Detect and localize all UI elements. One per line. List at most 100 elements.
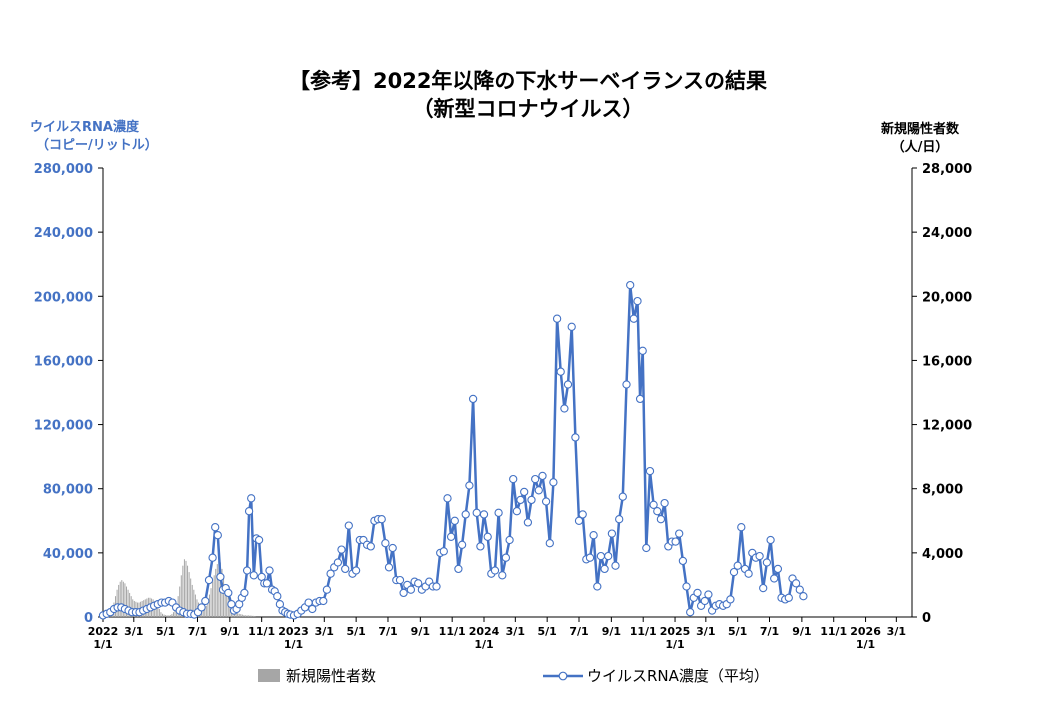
case-bar (169, 615, 171, 617)
rna-point (534, 486, 543, 495)
rna-point (744, 569, 753, 578)
x-tick-label: 5/1 (346, 625, 365, 638)
case-bar (235, 611, 237, 617)
case-bar (213, 575, 215, 617)
case-bar (183, 559, 185, 617)
case-bar (121, 580, 123, 617)
x-tick-label: 3/1 (315, 625, 334, 638)
rna-point (262, 579, 272, 588)
left-tick-label: 160,000 (34, 354, 93, 369)
x-tick-label: 2025 (660, 625, 691, 638)
rna-point (399, 588, 408, 598)
rna-point (446, 532, 456, 541)
case-bar (157, 605, 159, 617)
x-tick-label-sub: 1/1 (856, 638, 875, 651)
rna-point (604, 551, 613, 561)
case-bar (166, 615, 168, 617)
right-tick-label: 8,000 (922, 483, 963, 498)
left-tick-label: 80,000 (43, 483, 93, 498)
x-tick-label: 9/1 (411, 625, 430, 638)
rna-point (450, 516, 459, 525)
x-tick-label: 2022 (88, 625, 119, 638)
rna-point (479, 510, 489, 519)
rna-point (795, 585, 804, 594)
left-axis-label-line2: （コピー/リットル） (36, 137, 158, 153)
rna-point (538, 471, 547, 481)
x-tick-label: 11/1 (248, 625, 275, 638)
rna-point (395, 575, 405, 585)
rna-point (600, 564, 609, 574)
rna-point (541, 497, 551, 506)
rna-point (704, 590, 713, 599)
case-bar (246, 615, 248, 617)
rna-point (560, 404, 569, 413)
x-tick-label: 7/1 (188, 625, 207, 638)
rna-point (213, 531, 222, 540)
rna-point (675, 529, 684, 538)
case-bar (196, 599, 198, 617)
x-tick-label: 5/1 (728, 625, 747, 638)
rna-point (556, 367, 565, 376)
rna-point (607, 529, 617, 538)
case-bar (244, 615, 246, 617)
case-bar (190, 578, 192, 617)
x-tick-label: 2023 (278, 625, 309, 638)
left-tick-label: 280,000 (34, 162, 93, 177)
case-bar (248, 615, 250, 617)
case-bar (238, 613, 240, 617)
x-tick-label: 5/1 (538, 625, 557, 638)
rna-point (501, 553, 511, 562)
rna-point (249, 571, 258, 580)
rna-point (645, 466, 655, 476)
case-bar (193, 589, 195, 617)
rna-point (208, 553, 217, 562)
rna-point (671, 537, 680, 546)
rna-point (254, 535, 264, 545)
x-tick-label: 3/1 (696, 625, 715, 638)
rna-point (649, 500, 658, 509)
rna-point (351, 566, 361, 575)
case-bar (216, 564, 218, 617)
right-tick-label: 20,000 (922, 290, 972, 305)
chart-title-line1: 【参考】2022年以降の下水サーベイランスの結果 (289, 69, 767, 93)
case-bar (188, 572, 190, 617)
case-bar (185, 560, 187, 617)
rna-point (635, 394, 645, 404)
legend-line-label: ウイルスRNA濃度（平均） (587, 667, 769, 685)
rna-point (567, 322, 576, 331)
rna-point (494, 508, 503, 517)
case-bar (218, 560, 220, 617)
case-bar (223, 576, 225, 617)
x-tick-label: 5/1 (156, 625, 175, 638)
right-axis-label-line2: （人/日） (892, 139, 949, 155)
rna-point (201, 596, 210, 606)
left-tick-label: 240,000 (34, 226, 93, 241)
case-bar (243, 615, 245, 617)
rna-point (523, 518, 533, 527)
case-bar (191, 584, 193, 617)
x-tick-label: 2026 (850, 625, 881, 638)
right-tick-label: 16,000 (922, 354, 972, 369)
rna-point (784, 593, 793, 602)
rna-point (337, 545, 346, 554)
x-tick-label: 7/1 (378, 625, 397, 638)
case-bar (229, 599, 231, 617)
left-axis-label-line1: ウイルスRNA濃度 (30, 119, 140, 135)
case-bar (171, 614, 173, 617)
rna-point (563, 380, 573, 389)
rna-point (593, 582, 602, 591)
rna-point (319, 596, 328, 606)
case-bar (180, 575, 182, 617)
case-bar (215, 568, 217, 617)
rna-point (472, 508, 481, 517)
legend: 新規陽性者数 ウイルスRNA濃度（平均） (258, 667, 769, 685)
case-bar (122, 581, 124, 617)
case-bar (168, 615, 170, 617)
rna-point (490, 566, 500, 575)
rna-point (733, 561, 742, 570)
rna-point (729, 567, 739, 577)
rna-point (629, 314, 638, 323)
case-bar (187, 565, 189, 617)
rna-point (693, 588, 702, 598)
x-tick-label: 3/1 (124, 625, 143, 638)
